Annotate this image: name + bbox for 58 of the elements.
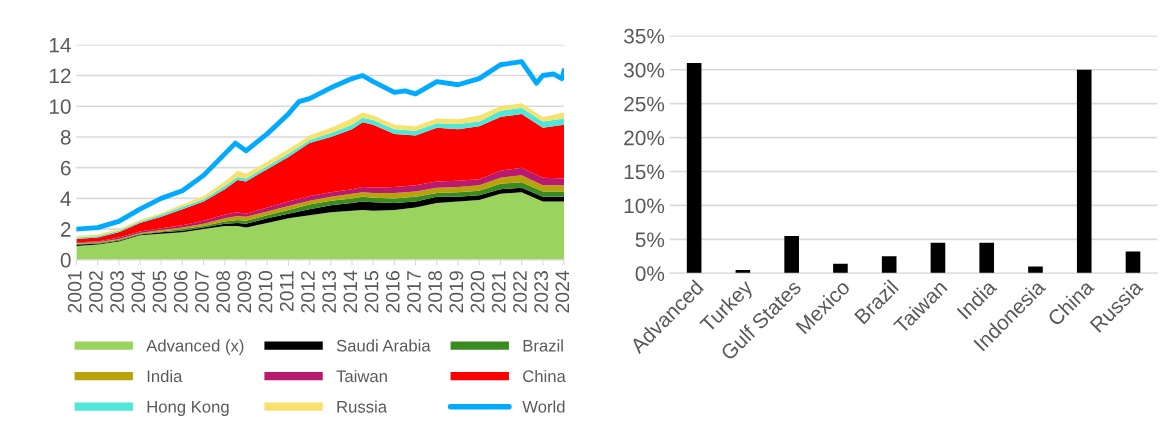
x-tick-label: 2020: [470, 271, 485, 313]
y-tick-label: 12: [49, 68, 71, 84]
y-tick-label: 2: [60, 222, 71, 237]
y-tick-label: 15%: [624, 164, 665, 180]
y-tick-label: 35%: [623, 28, 665, 44]
bar: [930, 242, 946, 274]
x-tick-label: 2013: [322, 271, 337, 313]
y-tick-label: 10%: [624, 198, 665, 214]
x-tick-label: 2006: [173, 271, 188, 313]
y-tick-label: 14: [49, 38, 71, 53]
y-tick-label: 4: [60, 191, 71, 206]
x-tick-label: 2003: [110, 271, 124, 313]
x-tick-label: 2001: [67, 271, 82, 313]
x-tick-label: 2014: [343, 270, 358, 313]
bar: [1028, 266, 1043, 274]
x-tick-label: 2019: [449, 271, 464, 313]
x-tick-label: 2024: [555, 270, 570, 313]
legend-label: Saudi Arabia: [336, 339, 431, 352]
x-tick-label: 2018: [428, 271, 443, 313]
y-tick-label: 30%: [623, 62, 665, 78]
y-tick-label: 6: [60, 160, 71, 176]
y-tick-label: 8: [60, 129, 71, 145]
legend-label: Advanced (x): [146, 339, 244, 355]
bar: [686, 62, 702, 274]
x-tick-label: 2016: [385, 271, 400, 313]
legend-label: China: [523, 369, 566, 383]
x-tick-label: 2023: [534, 271, 549, 313]
bar: [784, 235, 799, 274]
legend-label: Taiwan: [336, 369, 387, 383]
line-series: [76, 59, 564, 232]
y-tick-label: 0%: [635, 266, 665, 282]
x-tick-label: 2017: [407, 271, 421, 313]
y-tick-label: 10: [49, 99, 71, 114]
x-tick-label: 2021: [491, 271, 506, 313]
y-tick-label: 25%: [624, 96, 665, 112]
legend-label: Hong Kong: [147, 401, 229, 416]
x-tick-label: 2008: [216, 271, 230, 313]
y-tick-label: 20%: [624, 130, 665, 146]
x-tick-label: 2009: [237, 271, 252, 313]
y-tick-label: 5%: [635, 232, 665, 248]
x-tick-label: 2012: [301, 271, 315, 313]
legend-label: World: [522, 400, 565, 413]
bar: [833, 263, 848, 274]
x-tick-label: 2004: [131, 270, 146, 313]
bar: [979, 242, 995, 274]
bar: [881, 256, 897, 274]
legend-label: India: [147, 369, 183, 383]
x-tick-label: 2022: [513, 271, 527, 313]
x-tick-label: 2002: [89, 271, 103, 313]
bar: [1125, 251, 1141, 274]
x-tick-label: 2007: [195, 271, 209, 313]
bar: [1076, 69, 1092, 274]
x-tick-label: 2005: [152, 271, 167, 313]
x-tick-label: 2015: [364, 271, 379, 313]
y-tick-label: 0: [60, 252, 71, 268]
x-tick-label: 2010: [258, 271, 273, 313]
x-tick-label: 2011: [279, 271, 294, 312]
legend-label: Russia: [337, 400, 388, 413]
